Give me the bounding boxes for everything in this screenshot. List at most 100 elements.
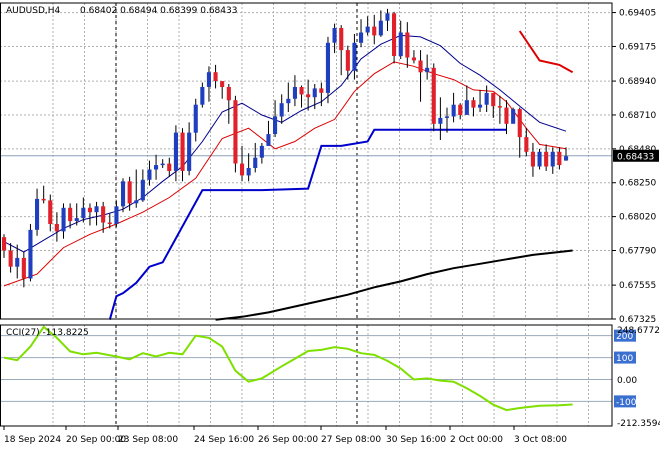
candle-body [425,67,430,73]
candle-body [385,13,390,21]
price-tick-label: 0.68940 [619,77,656,87]
candle-body [392,13,397,57]
candle-body [524,137,529,152]
time-tick-label: 27 Sep 08:00 [321,435,381,445]
candle-body [74,218,79,221]
candle-body [359,32,364,43]
candle-body [418,60,423,73]
candle-body [504,107,509,124]
candle-body [544,151,549,167]
candle-body [451,104,456,117]
candle-body [28,229,33,279]
candle-body [68,207,73,222]
candle-body [240,163,245,176]
candle-body [147,169,152,180]
time-tick-label: 2 Oct 00:00 [450,435,503,445]
candle-body [187,132,192,171]
candle-body [557,151,562,166]
candle-body [306,94,311,98]
cci-level-label: 100 [616,354,633,364]
candle-body [464,100,469,115]
candle-body [101,206,106,223]
cci-level-box [614,395,636,408]
time-tick-label: 23 Sep 08:00 [118,435,178,445]
candle-body [365,26,370,33]
candle-body [319,88,324,93]
candle-body [2,237,7,251]
sma-long-path [215,249,573,321]
candle-body [438,117,443,124]
time-tick-label: 24 Sep 16:00 [194,435,254,445]
candle-body [312,88,317,98]
candle-body [478,104,483,108]
candle-body [114,206,119,224]
ohlc-label: 0.68402 0.68494 0.68399 0.68433 [80,6,237,16]
candle-body [378,20,383,36]
candle-body [339,28,344,51]
cci-label: CCI(27) -113.8225 [6,328,89,338]
candle-body [41,198,46,201]
candle-body [273,116,278,135]
candle-body [140,179,145,201]
mid-moving-average [3,30,574,287]
candlestick-series [2,8,569,288]
time-tick-label: 3 Oct 08:00 [514,435,567,445]
candle-body [564,156,569,161]
candle-body [246,168,251,176]
cci-level-label: 200 [616,332,633,342]
candle-body [491,92,496,107]
price-tick-label: 0.69405 [619,9,656,19]
cci-level-label: -100 [616,398,637,408]
candle-body [35,198,40,230]
candle-body [325,42,330,93]
candle-body [345,50,350,71]
cci-min-label: -212.3594 [617,419,660,429]
candle-body [107,222,112,224]
candle-body [81,207,86,219]
candle-body [127,181,132,204]
candle-body [431,67,436,124]
candle-body [286,98,291,104]
cci-panel-frame [0,324,613,427]
candle-body [206,72,211,87]
sma-mid-segment-path [518,30,574,74]
candle-body [220,81,225,87]
symbol-label: AUDUSD,H4 [6,6,61,16]
cci-max-label: 248.6772 [617,326,660,336]
candle-body [444,116,449,118]
panel-frames [0,2,613,427]
main-panel-frame [0,2,613,320]
cci-level-box [614,329,636,342]
candle-body [8,250,13,267]
candle-body [226,87,231,101]
last-price-box [613,149,659,162]
time-tick-label: 26 Sep 00:00 [258,435,318,445]
candle-body [87,207,92,213]
cci-axis: 200 100 0.00 -100 248.6772 -212.3594 [614,326,660,429]
chart-labels: AUDUSD,H4 0.68402 0.68494 0.68399 0.6843… [6,6,237,338]
candle-body [121,181,126,207]
time-tick-label: 18 Sep 2024 [4,435,61,445]
cci-level-label: 0.00 [617,376,637,386]
candle-body [160,163,165,166]
candle-body [484,92,489,105]
price-tick-label: 0.68020 [619,213,656,223]
candle-body [511,109,516,124]
candle-body [154,165,159,170]
candle-body [352,42,357,71]
candle-body [266,134,271,146]
price-tick-label: 0.67325 [619,315,656,325]
candle-body [405,32,410,58]
candle-body [411,57,416,61]
last-price-label: 0.68433 [617,152,654,162]
candle-body [259,145,264,158]
candle-body [332,28,337,43]
candle-body [458,104,463,115]
trail-stop-path [108,128,507,320]
candle-body [15,257,20,267]
candle-body [517,109,522,138]
candle-body [173,132,178,171]
price-tick-label: 0.69175 [619,42,656,52]
sma-mid-path [3,61,567,287]
